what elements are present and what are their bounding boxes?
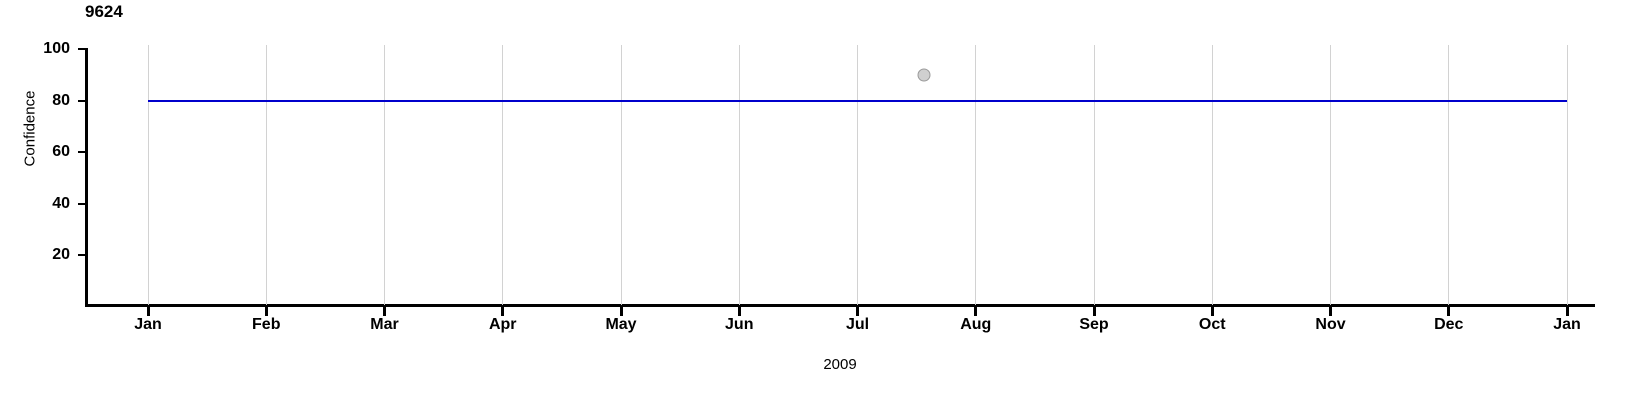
series-line-segment [1330, 99, 1449, 102]
x-axis-tick-label: Aug [960, 316, 992, 333]
series-line-segment [739, 99, 858, 102]
x-axis-tick-label: Jul [845, 316, 870, 333]
y-axis-tick-label: 60 [52, 143, 70, 160]
chart-title: 9624 [85, 2, 123, 21]
series-line-segment [857, 99, 976, 102]
x-axis-tick-label: Nov [1315, 316, 1346, 333]
series-line-segment [266, 99, 385, 102]
y-axis-tick-label: 80 [52, 91, 70, 109]
x-axis-tick-label: Sep [1079, 316, 1109, 333]
y-axis-tick-label: 20 [52, 246, 70, 263]
gridline [502, 45, 504, 305]
x-axis-tick [737, 307, 741, 316]
x-axis-tick [1329, 307, 1332, 316]
gridline [1330, 45, 1331, 305]
x-axis-tick-label: Jan [134, 316, 162, 333]
series-line-segment [621, 99, 740, 102]
series-line-segment [1094, 99, 1213, 102]
x-axis-tick [1565, 307, 1569, 316]
x-axis-tick [264, 307, 268, 316]
x-axis-tick [383, 307, 386, 316]
y-axis-tick [78, 202, 86, 205]
gridline [1566, 45, 1568, 305]
gridline [1211, 45, 1213, 305]
series-line-segment [975, 99, 1094, 102]
data-point-marker[interactable] [917, 68, 931, 82]
x-axis-tick-label: Apr [488, 316, 517, 333]
gridline [975, 45, 977, 305]
gridline [738, 45, 740, 305]
x-axis-line [85, 304, 1595, 307]
x-axis-tick [1210, 307, 1214, 316]
y-axis-tick-label: 40 [52, 194, 70, 212]
x-axis-title: 2009 [823, 356, 857, 373]
gridline [1448, 45, 1450, 305]
x-axis-tick-label: Dec [1434, 316, 1464, 333]
x-axis-tick-label: Oct [1198, 316, 1226, 333]
y-axis-tick-label: 100 [43, 40, 70, 57]
x-axis-tick-label: Jan [1553, 316, 1581, 333]
y-axis-line [85, 48, 88, 306]
x-axis-tick [146, 307, 150, 316]
x-axis-tick [1447, 307, 1451, 316]
gridline [265, 45, 267, 305]
gridline [857, 45, 858, 305]
series-line-segment [1212, 99, 1331, 102]
series-line-segment [148, 99, 267, 102]
x-axis-tick-label: Jun [725, 316, 754, 333]
y-axis-tick [78, 99, 86, 102]
x-axis-tick-label: Feb [252, 316, 281, 333]
gridline [1093, 45, 1095, 305]
x-axis-tick [974, 307, 978, 316]
gridline [147, 45, 149, 305]
x-axis-tick-label: Mar [370, 316, 399, 333]
x-axis-tick [619, 307, 623, 316]
series-line-segment [384, 99, 503, 102]
x-axis-tick [501, 307, 505, 316]
y-axis-tick [78, 151, 86, 153]
x-axis-tick-label: May [605, 316, 637, 333]
series-line-segment [502, 99, 621, 102]
series-line-segment [1448, 99, 1567, 102]
x-axis-tick [1092, 307, 1096, 316]
y-axis-tick [78, 254, 86, 256]
y-axis-tick [78, 48, 86, 50]
gridline [620, 45, 622, 305]
gridline [384, 45, 385, 305]
y-axis-title: Confidence [21, 90, 39, 167]
x-axis-tick [856, 307, 859, 316]
